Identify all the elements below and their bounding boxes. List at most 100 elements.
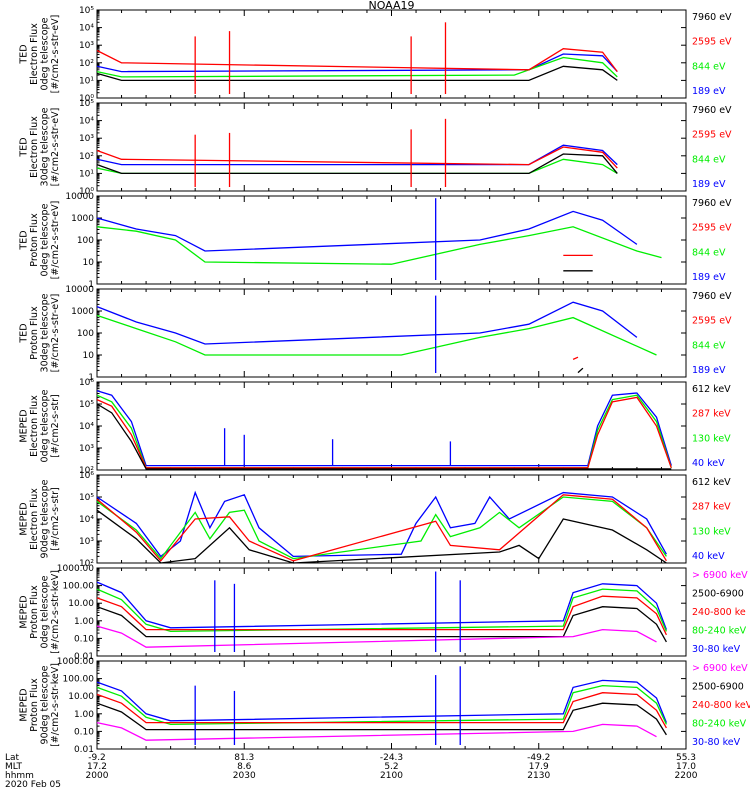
panel-1-ylabel-line: TED <box>18 44 29 64</box>
panel-7-legend-item: > 6900 keV <box>692 570 748 581</box>
panel-3-ytick-label: 1 <box>88 280 94 290</box>
panel-1-frame <box>96 9 687 99</box>
panel-5-ytick-label: 10⁴ <box>79 422 94 432</box>
panel-2-legend-item: 844 eV <box>692 154 726 165</box>
panel-1-series-line <box>96 56 618 78</box>
panel-4-ylabel-line: [#/cm2-s-str-eV] <box>50 294 61 373</box>
panel-3-frame <box>96 195 687 285</box>
panel-4-ylabel-line: 30deg telescope <box>39 293 50 372</box>
xaxis-hhmm-label: 2030 <box>233 771 256 781</box>
panel-8-series-line <box>96 692 667 729</box>
panel-3-ylabel-line: TED <box>18 230 29 250</box>
panel-4-ytick-label: 10000 <box>65 285 94 295</box>
panel-2-ytick-label: 10⁰ <box>79 187 94 197</box>
panel-8-legend-item: 80-240 keV <box>692 719 747 730</box>
panel-2-ytick-label: 10⁴ <box>79 117 94 127</box>
panel-2-legend-item: 7960 eV <box>692 105 732 116</box>
panel-5-series-line <box>96 390 672 467</box>
panel-1-ytick-label: 10⁴ <box>79 24 94 34</box>
panel-2-series-line <box>96 158 618 175</box>
panel-1-ytick-label: 10³ <box>79 41 94 51</box>
panel-6-ylabel-line: Electron Flux <box>29 488 40 550</box>
panel-4-ytick-label: 1 <box>88 373 94 383</box>
panel-2-ytick-label: 10⁵ <box>79 99 94 109</box>
panel-7-ylabel-line: 0deg telescope <box>39 575 50 648</box>
panel-1-ytick-label: 10² <box>79 59 94 69</box>
panel-1-ytick-label: 10⁰ <box>79 94 94 104</box>
panel-6-series-line <box>96 496 667 560</box>
panel-2-ylabel-line: Electron Flux <box>29 116 40 178</box>
panel-3-ytick-label: 1000 <box>71 214 94 224</box>
panel-3-ytick-label: 10 <box>83 258 95 268</box>
panel-4-series-line <box>96 314 657 356</box>
panel-4-legend-item: 844 eV <box>692 340 726 351</box>
panel-7-series-line <box>96 595 667 636</box>
panel-8-ytick-label: 1000.00 <box>57 657 94 667</box>
panel-7-legend-item: 2500-6900 <box>692 589 744 600</box>
panel-4-series-line <box>577 367 584 374</box>
panel-7-series-line <box>96 625 657 648</box>
panel-5-ylabel-line: Electron Flux <box>29 395 40 457</box>
xaxis-hhmm-label: 2200 <box>675 771 698 781</box>
panel-6-frame <box>96 474 687 564</box>
panel-6-legend-item: 612 keV <box>692 477 731 488</box>
panel-4-legend-item: 2595 eV <box>692 316 732 327</box>
panel-5-ylabel-line: [#/cm2-s-str] <box>50 394 61 457</box>
panel-7-ytick-label: 0.01 <box>74 652 94 662</box>
panel-8-legend-item: 240-800 keV <box>692 700 750 711</box>
xaxis-row-label: Lat <box>5 753 20 763</box>
panel-8-legend-item: 30-80 keV <box>692 737 741 748</box>
panel-4-ytick-label: 100 <box>77 329 94 339</box>
panel-1-legend-item: 844 eV <box>692 61 726 72</box>
panel-2-ytick-label: 10² <box>79 152 94 162</box>
panel-2-ylabel-line: [#/cm2-s-str-eV] <box>50 108 61 187</box>
panel-5-series-line <box>96 403 672 470</box>
panel-3-series-line <box>96 226 662 265</box>
panel-8-ylabel-line: 90deg telescope <box>39 665 50 744</box>
panel-1-ylabel-line: 0deg telescope <box>39 17 50 90</box>
panel-2-series-line <box>96 153 618 175</box>
panel-6-series-line <box>96 494 667 562</box>
panel-8-ylabel-line: MEPED <box>18 688 29 721</box>
panel-8-ytick-label: 10.00 <box>68 692 94 702</box>
panel-7-legend-item: 80-240 keV <box>692 626 747 637</box>
panel-5-ytick-label: 10⁶ <box>79 378 94 388</box>
panel-7-legend-item: 30-80 keV <box>692 644 741 655</box>
panel-5-ytick-label: 10³ <box>79 444 94 454</box>
panel-8-series-line <box>96 721 657 741</box>
panel-8-ylabel-line: Proton Flux <box>29 678 40 732</box>
panel-6-ytick-label: 10⁴ <box>79 515 94 525</box>
panel-7-ytick-label: 1000.00 <box>57 564 94 574</box>
panel-2-series-line <box>96 146 618 169</box>
panel-1-series-line <box>96 65 618 82</box>
panel-1-legend-item: 2595 eV <box>692 37 732 48</box>
panel-6-ytick-label: 10² <box>79 559 94 569</box>
panel-7-series-line <box>96 606 667 643</box>
xaxis-hhmm-label: 2130 <box>527 771 550 781</box>
panel-2-frame <box>96 102 687 192</box>
panel-1-legend-item: 189 eV <box>692 86 726 97</box>
panel-7-series-line <box>96 588 667 633</box>
chart-title: NOAA19 <box>368 0 414 12</box>
panel-5-series-line <box>96 394 672 469</box>
xaxis-mlt-label: 17.9 <box>529 762 549 772</box>
panel-1-series-line <box>96 48 618 72</box>
panel-8-series-line <box>96 702 667 736</box>
panel-4-ylabel-line: Proton Flux <box>29 306 40 360</box>
panel-6-ytick-label: 10⁵ <box>79 493 94 503</box>
panel-7-ylabel-line: Proton Flux <box>29 585 40 639</box>
panel-5-legend-item: 287 keV <box>692 409 731 420</box>
panel-2-series-line <box>96 144 618 166</box>
xaxis-lat-label: 81.3 <box>234 753 254 763</box>
panel-4-ylabel-line: TED <box>18 323 29 343</box>
xaxis-hhmm-label: 2000 <box>86 771 109 781</box>
xaxis-hhmm-label: 2100 <box>380 771 403 781</box>
xaxis-mlt-label: 5.2 <box>384 762 398 772</box>
panel-1-ytick-label: 10¹ <box>79 76 94 86</box>
xaxis-lat-label: -9.2 <box>88 753 106 763</box>
panel-3-ytick-label: 10000 <box>65 192 94 202</box>
panel-2-legend-item: 189 eV <box>692 179 726 190</box>
panel-7-frame <box>96 567 687 657</box>
panel-8-legend-item: > 6900 keV <box>692 663 748 674</box>
